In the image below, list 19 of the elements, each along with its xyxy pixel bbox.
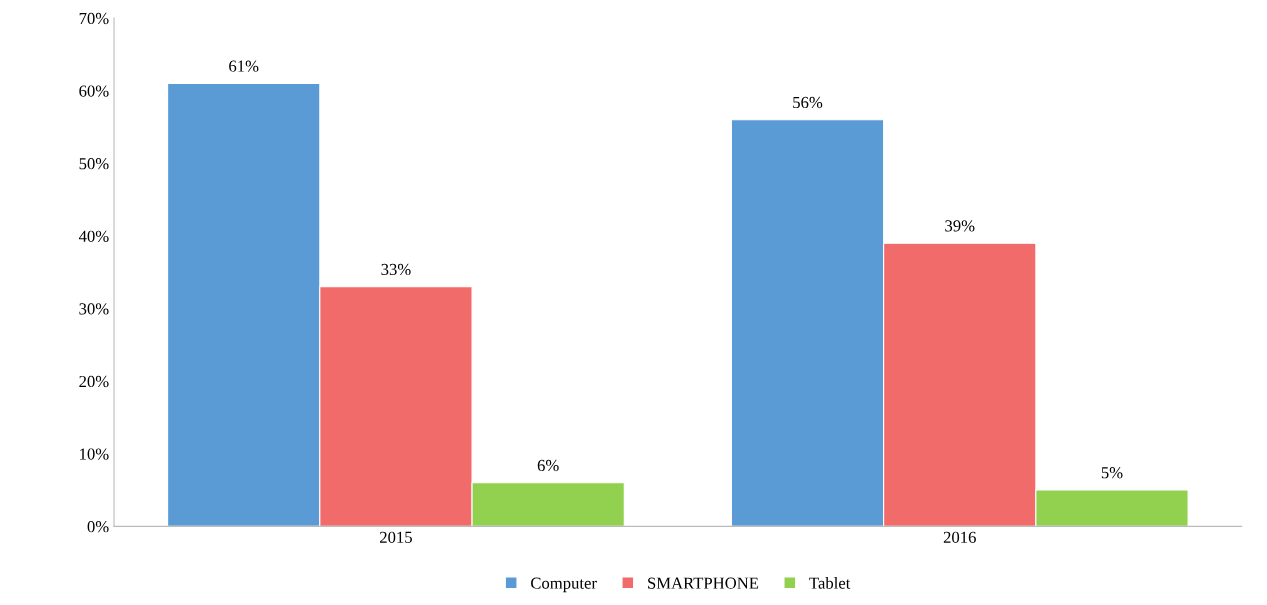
data-label: 56%: [793, 96, 823, 109]
y-tick-label: 40%: [78, 230, 109, 242]
legend-label: Computer: [531, 577, 597, 593]
data-label: 5%: [1101, 467, 1123, 479]
legend-label: SMARTPHONE: [648, 577, 759, 589]
data-label: 61%: [229, 60, 259, 72]
y-tick-label: 0%: [87, 521, 109, 533]
data-label: 6%: [537, 459, 559, 472]
y-tick-label: 70%: [79, 12, 109, 25]
legend-label: Tablet: [809, 577, 851, 589]
y-tick-label: 60%: [79, 85, 109, 97]
y-tick-label: 30%: [79, 303, 109, 315]
x-tick-label: 2015: [380, 531, 412, 543]
data-label: 33%: [381, 263, 411, 276]
y-tick-label: 20%: [79, 375, 109, 388]
x-tick-label: 2016: [943, 531, 976, 543]
data-label: 39%: [945, 220, 975, 232]
y-tick-label: 10%: [80, 448, 109, 460]
y-tick-label: 50%: [79, 158, 109, 170]
